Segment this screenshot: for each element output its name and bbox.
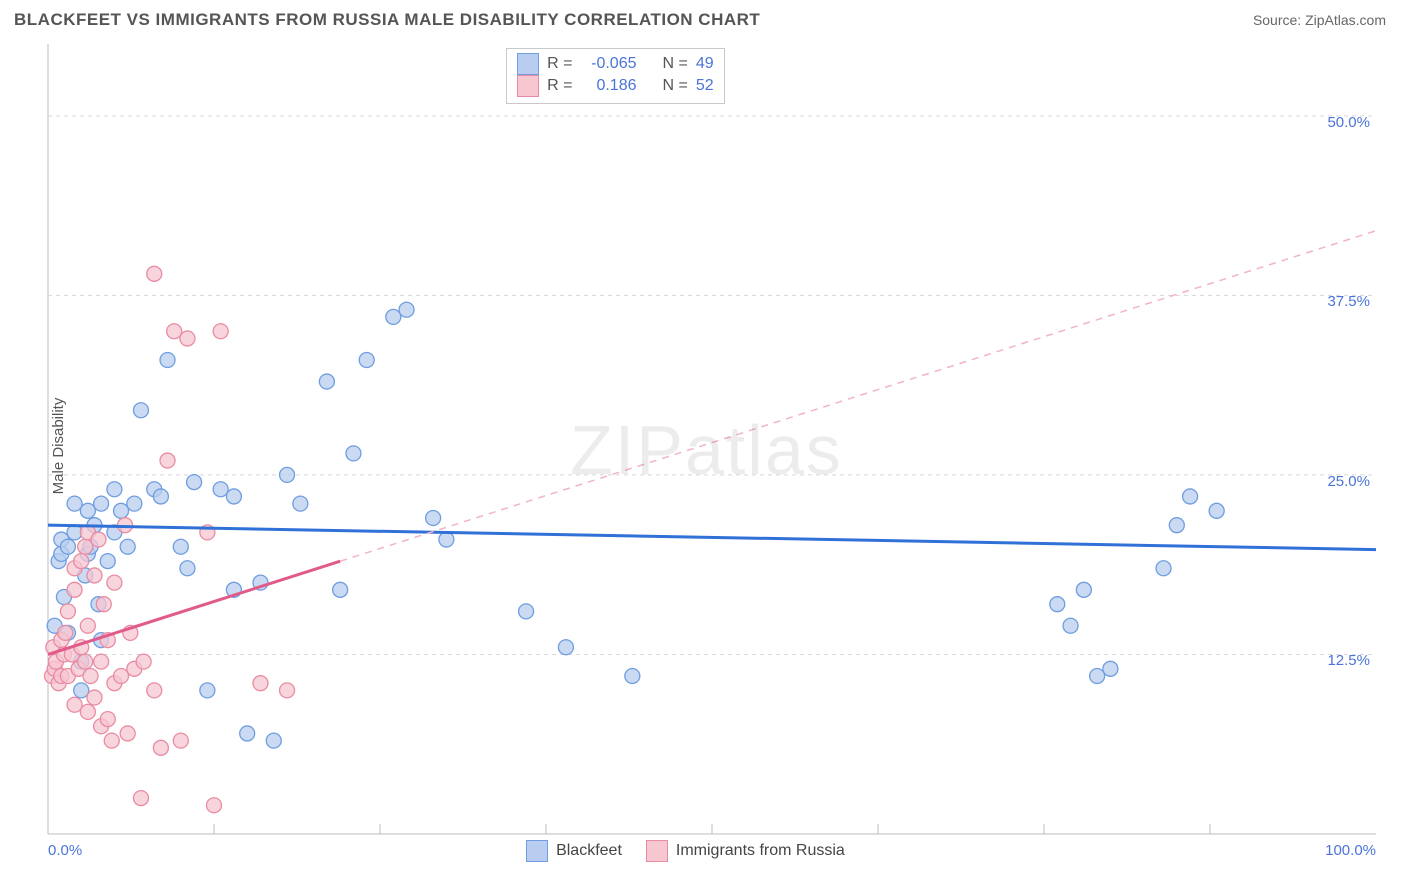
- legend-correlation: R = -0.065 N = 49 R = 0.186 N = 52: [506, 48, 724, 104]
- legend-correlation-row: R = -0.065 N = 49: [517, 53, 713, 75]
- legend-n-label: N =: [663, 53, 688, 75]
- chart-title: BLACKFEET VS IMMIGRANTS FROM RUSSIA MALE…: [14, 10, 760, 30]
- source-label: Source: ZipAtlas.com: [1253, 12, 1386, 28]
- legend-series-label: Blackfeet: [556, 842, 622, 860]
- legend-r-label: R =: [547, 75, 572, 97]
- legend-swatch: [526, 840, 548, 862]
- legend-n-value: 52: [696, 75, 714, 97]
- header: BLACKFEET VS IMMIGRANTS FROM RUSSIA MALE…: [0, 0, 1406, 36]
- legend-swatch: [646, 840, 668, 862]
- legend-r-value: 0.186: [581, 75, 637, 97]
- x-tick-label: 0.0%: [48, 842, 82, 859]
- y-tick-label: 37.5%: [1327, 293, 1370, 310]
- watermark: ZIPatlas: [570, 410, 843, 490]
- y-tick-label: 25.0%: [1327, 473, 1370, 490]
- legend-n-label: N =: [663, 75, 688, 97]
- legend-correlation-row: R = 0.186 N = 52: [517, 75, 713, 97]
- y-tick-label: 50.0%: [1327, 114, 1370, 131]
- y-tick-label: 12.5%: [1327, 652, 1370, 669]
- legend-series-item: Immigrants from Russia: [646, 840, 845, 862]
- legend-n-value: 49: [696, 53, 714, 75]
- legend-swatch: [517, 75, 539, 97]
- x-tick-label: 100.0%: [1325, 842, 1376, 859]
- legend-series-item: Blackfeet: [526, 840, 622, 862]
- legend-series-label: Immigrants from Russia: [676, 842, 845, 860]
- legend-r-label: R =: [547, 53, 572, 75]
- legend-r-value: -0.065: [581, 53, 637, 75]
- legend-swatch: [517, 53, 539, 75]
- chart-canvas: [0, 0, 1406, 892]
- y-axis-label: Male Disability: [50, 398, 67, 495]
- legend-series: Blackfeet Immigrants from Russia: [526, 840, 845, 862]
